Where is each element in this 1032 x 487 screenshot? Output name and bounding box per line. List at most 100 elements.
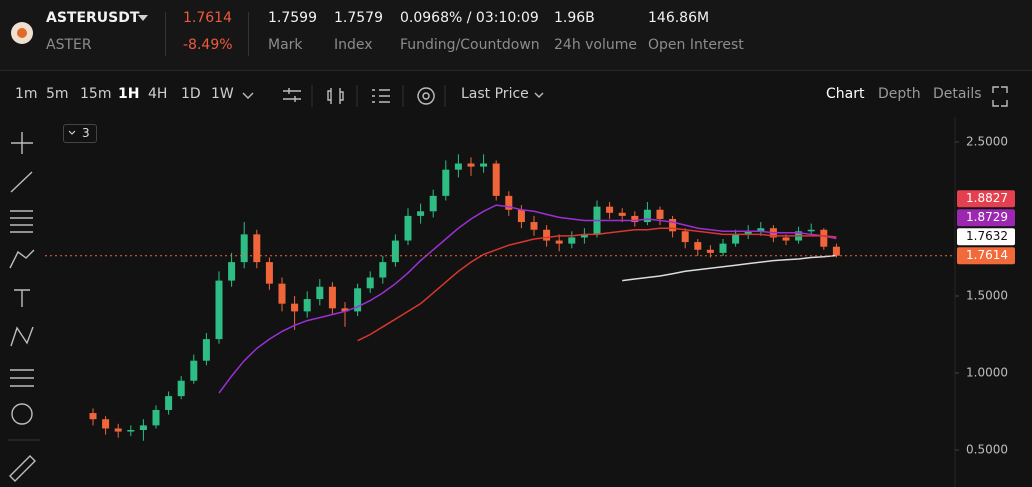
candle-body [442,169,450,196]
candle-body [467,163,475,167]
candle-body [114,428,122,432]
symbol-caret[interactable] [137,14,149,22]
candle-body [429,195,437,212]
candle-body [580,234,588,238]
candle-body [165,396,173,410]
interval-button[interactable]: 1W [211,86,234,102]
candle-body [265,262,273,284]
price-tag-label: 1.8729 [966,210,1008,224]
settings[interactable] [417,87,435,105]
view-tab[interactable]: Chart [826,86,865,102]
price-tag-label: 1.7632 [966,229,1008,243]
candle-body [530,222,538,230]
candle-body [555,240,563,244]
stat-value: 146.86M [648,10,710,26]
toggle-caret [68,130,76,135]
price-tag-label: 1.7614 [966,248,1008,262]
price-tag [957,247,1015,265]
price-source-caret[interactable] [534,92,544,98]
candle-body [366,277,374,289]
pattern-tool[interactable] [10,326,34,347]
indicators[interactable] [372,89,390,103]
price-tag [957,190,1015,208]
brush-tool[interactable] [9,249,35,269]
emoji-tool[interactable] [11,403,33,425]
interval-button[interactable]: 15m [80,86,112,102]
candle-body [139,425,147,431]
toolbar-icons [242,85,1008,107]
candle-body [543,229,551,241]
candle-body [505,195,513,210]
stat-label: 24h volume [554,37,638,53]
candle-body [417,211,425,216]
measure-tool[interactable] [10,369,34,387]
candle-body [732,234,740,244]
candle-body [102,419,110,429]
candle-body [643,209,651,223]
interval-button[interactable]: 1m [15,86,38,102]
fib-tool[interactable] [10,210,33,233]
stat-label: Open Interest [648,37,744,53]
candle-body [694,242,702,250]
logo [11,22,33,44]
price-source[interactable]: Last Price [461,86,529,102]
candle-body [618,212,626,216]
price-change: -8.49% [183,37,233,53]
candle-body [379,262,387,278]
indicator-settings[interactable] [283,88,301,102]
view-tab[interactable]: Depth [878,86,921,102]
y-tick-label: 2.5000 [966,134,1008,148]
interval-button[interactable]: 1H [118,86,140,102]
interval-button[interactable]: 5m [46,86,69,102]
candle-body [669,218,677,232]
candle-body [303,299,311,312]
candle-body [190,360,198,381]
base-asset: ASTER [46,37,92,53]
chart-type[interactable] [327,88,344,104]
candle-body [89,413,97,420]
price-tag [957,209,1015,227]
candle-body [568,237,576,244]
candle-body [253,234,261,263]
candle-body [391,240,399,263]
candle-body [328,286,336,309]
candle-body [782,237,790,241]
candle-body [240,234,248,263]
candle-body [656,209,664,219]
trendline-tool[interactable] [10,171,33,193]
stat-value: 1.96B [554,10,595,26]
view-tab[interactable]: Details [933,86,982,102]
y-tick-label: 0.5000 [966,443,1008,457]
candle-body [316,286,324,300]
candle-body [681,231,689,243]
candle-body [278,283,286,304]
symbol[interactable]: ASTERUSDT [46,10,140,26]
candle-body [832,246,840,256]
candle-body [127,430,135,432]
crosshair-tool[interactable] [11,132,33,154]
stat-value: 1.7579 [334,10,383,26]
y-tick-label: 1.5000 [966,288,1008,302]
interval-more[interactable] [242,92,254,99]
price-tag-label: 1.8827 [966,191,1008,205]
moving-average-line [357,227,837,342]
interval-button[interactable]: 4H [148,86,168,102]
indicator-toggle[interactable]: 3 [63,124,97,143]
candle-body [744,231,752,235]
text-tool[interactable] [14,289,30,307]
candle-body [757,228,765,232]
candle-body [341,308,349,312]
candle-body [820,229,828,247]
ruler-tool[interactable] [9,455,36,482]
candle-body [177,380,185,397]
candle-body [719,243,727,253]
chart-toolbar: 1m 5m 15m 1H 4H 1D 1W Last Price Chart Depth Detai… [0,71,1032,117]
price-tag [957,228,1015,246]
candle-body [631,215,639,223]
candle-body [706,249,714,253]
fullscreen[interactable] [992,86,1008,107]
candle-body [404,215,412,241]
interval-button[interactable]: 1D [181,86,201,102]
